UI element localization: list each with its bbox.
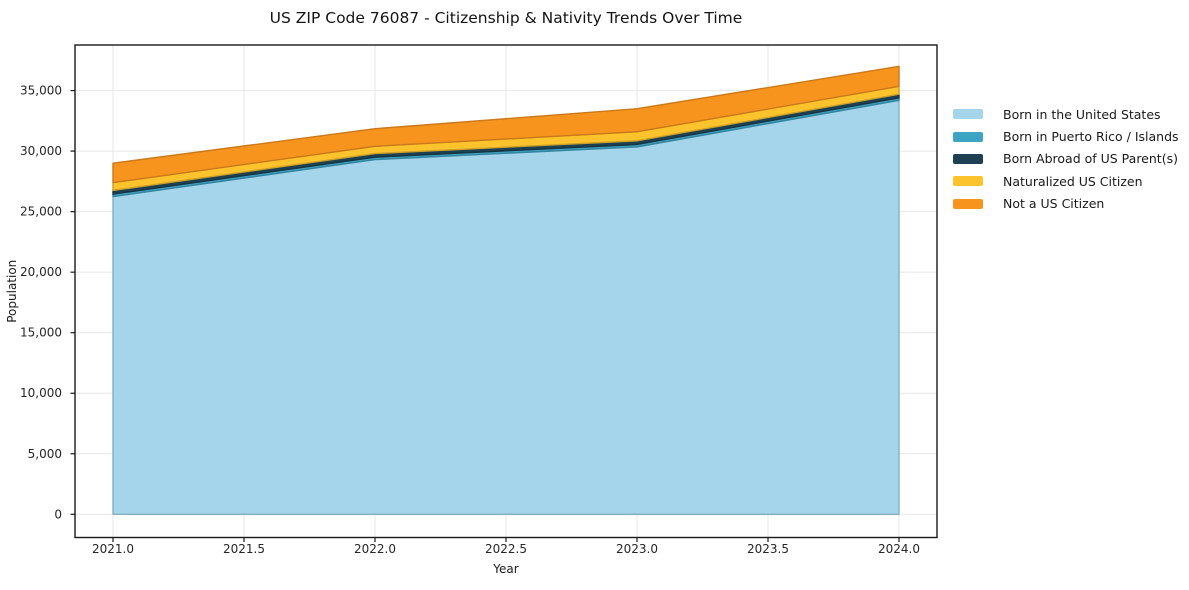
x-axis-tick-label: 2022.5 (485, 542, 527, 556)
x-axis-tick-label: 2023.0 (616, 542, 658, 556)
y-axis-tick-label: 35,000 (20, 84, 62, 98)
legend-label: Born in Puerto Rico / Islands (1003, 129, 1179, 145)
y-axis-tick-label: 30,000 (20, 144, 62, 158)
x-axis-tick-label: 2023.5 (747, 542, 789, 556)
legend: Born in the United States Born in Puerto … (953, 103, 1179, 215)
y-axis-tick-label: 10,000 (20, 386, 62, 400)
y-axis-tick-label: 25,000 (20, 205, 62, 219)
legend-label: Born in the United States (1003, 106, 1161, 122)
legend-swatch-born-abroad (953, 153, 983, 164)
y-axis-tick-label: 5,000 (28, 447, 62, 461)
y-axis-tick-label: 20,000 (20, 265, 62, 279)
legend-item-born-abroad: Born Abroad of US Parent(s) (953, 148, 1179, 170)
y-axis-tick-label: 0 (54, 507, 62, 521)
y-axis-tick-label: 15,000 (20, 326, 62, 340)
x-axis-tick-label: 2021.5 (223, 542, 265, 556)
legend-swatch-born-pr-islands (953, 131, 983, 142)
legend-item-naturalized: Naturalized US Citizen (953, 170, 1179, 192)
legend-label: Born Abroad of US Parent(s) (1003, 151, 1178, 167)
area-not-citizen (112, 65, 900, 184)
legend-swatch-naturalized (953, 176, 983, 187)
x-axis-tick-label: 2022.0 (354, 542, 396, 556)
legend-swatch-born-in-us (953, 109, 983, 120)
legend-item-not-citizen: Not a US Citizen (953, 193, 1179, 215)
legend-swatch-not-citizen (953, 198, 983, 209)
x-axis-label: Year (492, 562, 518, 576)
legend-item-born-in-us: Born in the United States (953, 103, 1179, 125)
chart-title: US ZIP Code 76087 - Citizenship & Nativi… (269, 9, 743, 27)
legend-item-born-pr-islands: Born in Puerto Rico / Islands (953, 125, 1179, 147)
y-axis-label: Population (5, 260, 19, 323)
legend-label: Not a US Citizen (1003, 196, 1105, 212)
x-axis-tick-label: 2021.0 (92, 542, 134, 556)
legend-label: Naturalized US Citizen (1003, 173, 1143, 189)
x-axis-tick-label: 2024.0 (878, 542, 920, 556)
